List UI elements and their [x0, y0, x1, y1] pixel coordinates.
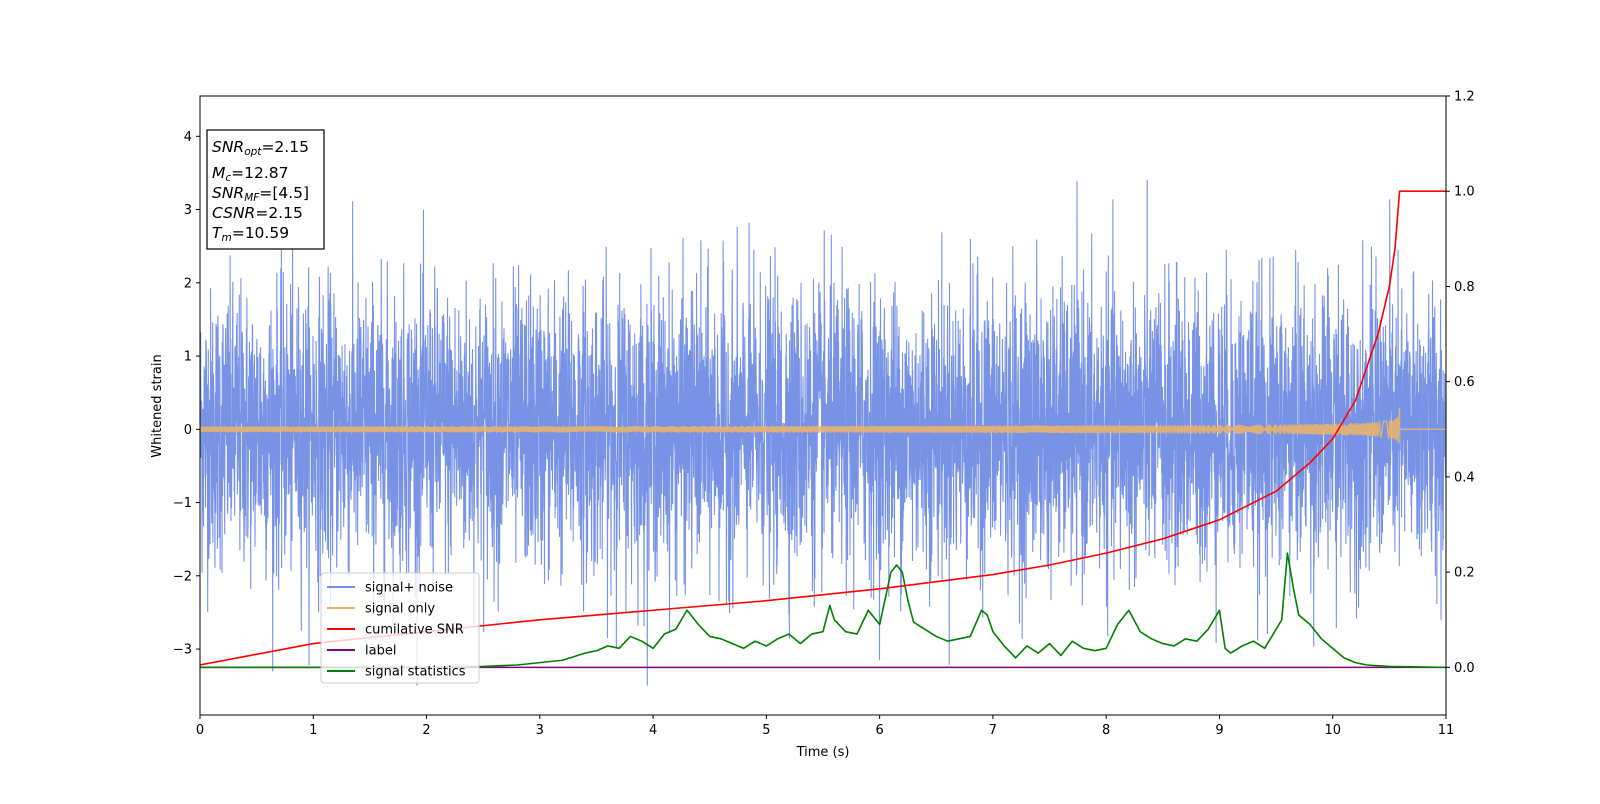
series-signal-statistics — [200, 552, 1446, 669]
y-axis-label: Whitened strain — [150, 354, 165, 457]
y2-tick-label: 0.0 — [1454, 661, 1475, 676]
annotation-snr-mf: SNRMF=[4.5] — [212, 184, 309, 204]
legend-label: signal statistics — [365, 665, 466, 680]
y2-tick-label: 0.2 — [1454, 566, 1475, 581]
annotation-tm: Tm=10.59 — [212, 224, 289, 244]
y2-tick-label: 1.2 — [1454, 90, 1475, 105]
y-axis-right: 0.0 0.2 0.4 0.6 0.8 1.0 1.2 — [1446, 90, 1475, 676]
series-cumulative-snr — [200, 190, 1446, 666]
x-tick-label: 5 — [762, 723, 770, 738]
x-tick-label: 1 — [309, 723, 317, 738]
x-axis-label: Time (s) — [796, 745, 850, 760]
annotation-csnr: CSNR=2.15 — [212, 204, 303, 222]
x-tick-label: 6 — [875, 723, 883, 738]
legend-label: signal only — [365, 602, 435, 617]
y2-tick-label: 0.6 — [1454, 375, 1475, 390]
y-tick-label: 4 — [184, 130, 192, 145]
x-tick-label: 11 — [1438, 723, 1455, 738]
y-tick-label: 2 — [184, 276, 192, 291]
series-signal-only — [200, 407, 1446, 444]
y-tick-label: 1 — [184, 350, 192, 365]
y-tick-label: −3 — [173, 643, 192, 658]
x-axis: 0 1 2 3 4 5 6 7 8 9 10 11 — [196, 715, 1454, 738]
y-tick-label: −1 — [173, 496, 192, 511]
x-tick-label: 2 — [422, 723, 430, 738]
y-axis-left: −3 −2 −1 0 1 2 3 4 — [173, 130, 200, 658]
legend-label: cumilative SNR — [365, 623, 464, 638]
plot-frame — [199, 95, 1447, 716]
annotation-box: SNRopt=2.15 Mc=12.87 SNRMF=[4.5] CSNR=2.… — [206, 129, 325, 250]
x-tick-label: 10 — [1324, 723, 1341, 738]
legend-label: signal+ noise — [365, 581, 453, 596]
y2-tick-label: 0.8 — [1454, 280, 1475, 295]
y-tick-label: 0 — [184, 423, 192, 438]
x-tick-label: 4 — [649, 723, 657, 738]
x-tick-label: 9 — [1215, 723, 1223, 738]
x-tick-label: 7 — [989, 723, 997, 738]
series-signal-noise — [200, 179, 1446, 686]
x-tick-label: 8 — [1102, 723, 1110, 738]
annotation-mc: Mc=12.87 — [212, 164, 289, 184]
y2-tick-label: 0.4 — [1454, 470, 1475, 485]
legend: signal+ noise signal only cumilative SNR la… — [320, 572, 480, 684]
x-tick-label: 0 — [196, 723, 204, 738]
y-tick-label: −2 — [173, 569, 192, 584]
y2-tick-label: 1.0 — [1454, 185, 1475, 200]
y-tick-label: 3 — [184, 203, 192, 218]
annotation-snr-opt: SNRopt=2.15 — [212, 138, 309, 158]
legend-label: label — [365, 644, 396, 659]
x-tick-label: 3 — [536, 723, 544, 738]
